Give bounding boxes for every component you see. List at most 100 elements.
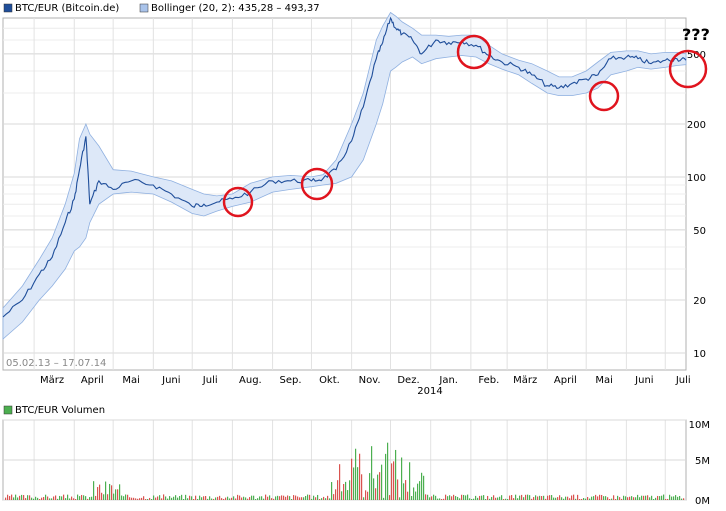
volume-bar <box>253 495 255 500</box>
volume-bar <box>629 496 631 500</box>
volume-bar <box>297 496 299 500</box>
volume-bar <box>127 494 129 500</box>
volume-bar <box>475 495 477 500</box>
volume-bar <box>409 462 411 500</box>
price-x-axis: März April Mai Juni Juli Aug. Sep. Okt. Nov. Dez.… <box>40 375 691 386</box>
volume-bar <box>137 498 139 500</box>
volume-bar <box>177 497 179 500</box>
volume-bar <box>175 495 177 500</box>
volume-bar <box>359 453 361 500</box>
volume-bar <box>145 499 147 500</box>
volume-bar <box>545 498 547 500</box>
volume-bar <box>223 498 225 500</box>
legend-swatch-bollinger <box>139 3 149 13</box>
volume-bar <box>219 495 221 500</box>
annotation-circle <box>300 167 334 201</box>
volume-bar <box>469 498 471 500</box>
volume-bar <box>675 495 677 500</box>
volume-bar <box>505 498 507 500</box>
y-tick-label: 500 <box>687 50 706 61</box>
volume-bar <box>51 498 53 500</box>
volume-bar <box>391 463 393 500</box>
volume-bar <box>381 464 383 500</box>
volume-bar <box>671 496 673 500</box>
volume-bar <box>417 483 419 500</box>
volume-bar <box>683 498 685 500</box>
volume-bar <box>643 495 645 500</box>
volume-bar <box>363 497 365 500</box>
volume-bar <box>665 498 667 500</box>
volume-bar <box>9 496 11 500</box>
volume-bar <box>431 496 433 500</box>
volume-bar <box>157 496 159 500</box>
volume-bar <box>541 496 543 500</box>
volume-bar <box>319 499 321 500</box>
x-tick-label: Feb. <box>478 375 499 386</box>
volume-bar <box>673 496 675 500</box>
volume-bar <box>61 496 63 500</box>
volume-bar <box>605 496 607 500</box>
volume-bar <box>25 498 27 500</box>
volume-bar <box>457 496 459 500</box>
volume-bar <box>235 498 237 500</box>
volume-bar <box>309 494 311 500</box>
x-tick-label: Juni <box>634 375 653 386</box>
volume-bar <box>549 495 551 500</box>
volume-bar <box>69 498 71 500</box>
volume-bar <box>493 495 495 500</box>
volume-bar <box>437 498 439 500</box>
volume-bar <box>291 499 293 500</box>
volume-bar <box>425 494 427 500</box>
volume-bar <box>455 496 457 500</box>
volume-bar <box>89 497 91 500</box>
volume-bar <box>173 496 175 500</box>
volume-bar <box>529 495 531 500</box>
volume-bar <box>303 497 305 500</box>
volume-bar <box>367 491 369 500</box>
volume-bar <box>281 495 283 500</box>
volume-bar <box>103 494 105 500</box>
volume-bar <box>257 498 259 500</box>
y-tick-label: 20 <box>693 296 706 307</box>
volume-bar <box>31 497 33 500</box>
volume-bar <box>427 494 429 500</box>
volume-bar <box>581 498 583 500</box>
volume-bar <box>295 495 297 500</box>
volume-bar <box>575 498 577 500</box>
volume-bar <box>95 495 97 500</box>
volume-bar <box>11 494 13 500</box>
volume-bar <box>439 498 441 500</box>
volume-bar <box>65 498 67 500</box>
volume-panel: BTC/EUR Volumen 0M 5M 10M <box>2 405 710 507</box>
volume-bar <box>495 497 497 500</box>
volume-bar <box>467 494 469 500</box>
volume-bar <box>389 495 391 500</box>
volume-bar <box>35 496 37 500</box>
volume-bar <box>533 497 535 500</box>
volume-bar <box>653 499 655 500</box>
volume-bar <box>615 498 617 500</box>
volume-bar <box>641 495 643 500</box>
volume-bar <box>347 490 349 500</box>
year-label: 2014 <box>417 386 442 397</box>
volume-bar <box>639 497 641 500</box>
volume-bar <box>487 495 489 500</box>
annotation-question-marks: ??? <box>682 25 710 44</box>
volume-bar <box>63 494 65 500</box>
legend-label-bollinger: Bollinger (20, 2): 435,28 – 493,37 <box>151 3 320 14</box>
volume-bar <box>483 495 485 500</box>
volume-bar <box>447 496 449 500</box>
volume-bar <box>507 499 509 500</box>
volume-bar <box>499 496 501 500</box>
volume-bar <box>273 498 275 500</box>
x-tick-label: März <box>40 375 64 386</box>
volume-bar <box>279 496 281 500</box>
annotation-circle <box>668 49 708 89</box>
volume-bar <box>313 495 315 500</box>
volume-bar <box>181 494 183 500</box>
x-tick-label: April <box>554 375 577 386</box>
volume-bar <box>361 474 363 500</box>
volume-bar <box>591 496 593 500</box>
volume-bar <box>21 494 23 500</box>
